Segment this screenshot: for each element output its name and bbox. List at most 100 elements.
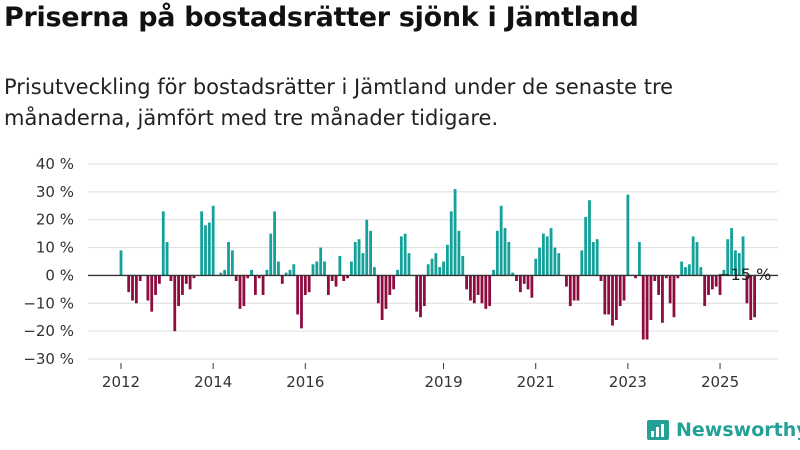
bar-positive bbox=[722, 269, 726, 276]
bar-negative bbox=[749, 275, 753, 320]
bar-negative bbox=[127, 275, 131, 293]
bar-positive bbox=[323, 261, 326, 276]
bar-positive bbox=[495, 230, 499, 276]
bar-negative bbox=[599, 275, 603, 281]
bar-negative bbox=[300, 275, 303, 329]
bar-negative bbox=[565, 275, 568, 287]
bar-positive bbox=[737, 253, 741, 276]
bar-negative bbox=[707, 275, 710, 295]
bar-positive bbox=[684, 267, 687, 276]
bar-negative bbox=[618, 275, 622, 307]
bar-positive bbox=[638, 242, 641, 276]
bar-negative bbox=[192, 275, 196, 279]
bar-positive bbox=[396, 269, 399, 276]
bar-negative bbox=[334, 275, 338, 287]
bar-negative bbox=[572, 275, 576, 301]
bar-negative bbox=[476, 275, 480, 295]
bar-positive bbox=[461, 255, 465, 276]
bar-positive bbox=[699, 267, 703, 276]
bar-negative bbox=[246, 275, 250, 279]
bar-negative bbox=[419, 275, 422, 318]
newsworthy-brand: Newsworthy bbox=[646, 418, 800, 442]
bar-negative bbox=[661, 275, 664, 323]
bar-positive bbox=[734, 250, 737, 276]
bar-negative bbox=[261, 275, 265, 295]
bar-positive bbox=[438, 267, 442, 276]
bar-negative bbox=[177, 275, 180, 307]
bar-positive bbox=[230, 250, 234, 276]
brand-name: Newsworthy bbox=[676, 419, 800, 441]
bar-positive bbox=[534, 258, 538, 276]
bar-negative bbox=[234, 275, 238, 281]
bar-positive bbox=[204, 225, 207, 276]
x-tick-label: 2025 bbox=[701, 373, 739, 391]
bar-positive bbox=[453, 189, 457, 276]
bar-negative bbox=[530, 275, 534, 298]
bar-positive bbox=[591, 242, 595, 276]
last-value-annotation: −15 % bbox=[717, 265, 771, 284]
chart-title: Priserna på bostadsrätter sjönk i Jämtla… bbox=[4, 2, 639, 33]
bar-positive bbox=[207, 222, 211, 276]
bar-positive bbox=[200, 211, 204, 276]
bar-negative bbox=[154, 275, 157, 295]
bar-negative bbox=[181, 275, 184, 295]
x-tick-label: 2021 bbox=[517, 373, 555, 391]
bar-negative bbox=[649, 275, 653, 320]
bar-negative bbox=[392, 275, 396, 290]
bar-positive bbox=[227, 242, 230, 276]
bar-positive bbox=[273, 211, 276, 276]
bar-negative bbox=[134, 275, 138, 304]
bar-positive bbox=[557, 253, 561, 276]
bar-negative bbox=[380, 275, 384, 320]
bar-negative bbox=[238, 275, 242, 309]
bar-negative bbox=[714, 275, 718, 287]
bar-positive bbox=[687, 264, 691, 276]
x-tick-label: 2014 bbox=[194, 373, 232, 391]
bar-chart: 40 % 30 % 20 % 10 % 0 % −10 % −20 % −30 % 2012 20… bbox=[23, 155, 778, 391]
bar-negative bbox=[668, 275, 672, 304]
bar-negative bbox=[131, 275, 134, 301]
bar-negative bbox=[330, 275, 334, 281]
y-tick-label: −10 % bbox=[23, 294, 74, 312]
bar-positive bbox=[353, 242, 357, 276]
bar-positive bbox=[442, 261, 445, 276]
bar-negative bbox=[254, 275, 257, 295]
bar-negative bbox=[518, 275, 522, 293]
bar-positive bbox=[584, 216, 588, 276]
bar-negative bbox=[515, 275, 518, 281]
bar-positive bbox=[492, 269, 495, 276]
bar-negative bbox=[184, 275, 188, 284]
bar-negative bbox=[146, 275, 150, 301]
bar-negative bbox=[622, 275, 626, 301]
bar-negative bbox=[169, 275, 173, 281]
bar-positive bbox=[373, 267, 376, 276]
bar-positive bbox=[211, 205, 215, 276]
y-tick-label: 0 % bbox=[45, 266, 74, 284]
bar-negative bbox=[173, 275, 177, 332]
bar-negative bbox=[384, 275, 388, 309]
bar-negative bbox=[753, 275, 756, 318]
bar-negative bbox=[568, 275, 572, 307]
bar-positive bbox=[595, 239, 599, 276]
bar-negative bbox=[657, 275, 660, 295]
bar-positive bbox=[511, 272, 515, 276]
bar-positive bbox=[449, 211, 453, 276]
y-tick-label: −30 % bbox=[23, 350, 74, 368]
bar-positive bbox=[315, 261, 319, 276]
y-tick-label: −20 % bbox=[23, 322, 74, 340]
bar-positive bbox=[223, 269, 227, 276]
bar-positive bbox=[542, 233, 545, 276]
bar-positive bbox=[319, 247, 323, 276]
bar-negative bbox=[342, 275, 346, 281]
bar-positive bbox=[284, 272, 288, 276]
bar-negative bbox=[465, 275, 468, 290]
x-tick-label: 2016 bbox=[286, 373, 324, 391]
y-tick-label: 10 % bbox=[36, 239, 74, 257]
bar-positive bbox=[507, 242, 511, 276]
bar-positive bbox=[538, 247, 541, 276]
bar-negative bbox=[480, 275, 484, 304]
bar-positive bbox=[430, 258, 434, 276]
bar-positive bbox=[250, 269, 253, 276]
bar-positive bbox=[292, 264, 296, 276]
newsworthy-logo-icon bbox=[647, 420, 669, 440]
